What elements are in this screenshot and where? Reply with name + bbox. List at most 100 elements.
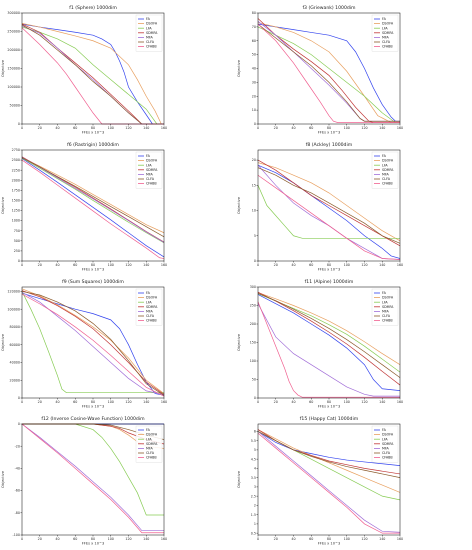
y-tick-label: -40 [15,467,20,471]
x-tick-label: 80 [327,400,331,404]
legend-label: MFA [146,310,153,314]
y-tick-label: 20 [252,94,256,98]
legend-label: LFA [146,26,152,30]
legend-label: SDMFA [146,442,158,446]
x-tick-label: 80 [91,263,95,267]
x-tick-label: 0 [21,126,23,130]
x-tick-label: 0 [21,537,23,541]
x-tick-label: 100 [108,537,114,541]
series-line-dsofa [257,22,400,123]
chart-title: f12 (Inverse Cosine-Wave Function) 1000d… [41,416,145,422]
x-tick-label: 120 [361,400,367,404]
y-tick-label: 1 [254,522,256,526]
x-tick-label: 100 [108,263,114,267]
legend-label: SDMFA [382,168,394,172]
legend-label: FA [382,154,387,158]
series-line-fa [257,431,401,466]
chart-panel-8: f15 (Happy Cat) 1000dim 0 20 40 60 80 100 120 14… [236,411,472,548]
chart-title: f3 (Griewank) 1000dim [302,5,356,11]
series-line-clfa [21,157,165,238]
x-tick-label: 40 [291,126,295,130]
y-tick-label: -100 [13,533,20,537]
legend-label: CFABB [382,319,393,323]
x-tick-label: 40 [55,537,59,541]
x-tick-label: 40 [55,126,59,130]
legend-label: LFA [382,26,388,30]
x-tick-label: 100 [344,537,350,541]
legend-label: CLFA [146,40,155,44]
x-tick-label: 0 [257,400,259,404]
x-tick-label: 120 [361,263,367,267]
legend-label: FA [146,154,151,158]
x-axis-label: FFEs x 10^3 [82,542,105,546]
y-tick-label: 80 [252,11,256,15]
legend-label: FA [382,428,387,432]
x-axis-label: FFEs x 10^3 [82,405,105,409]
legend-label: FA [382,291,387,295]
legend-label: CLFA [382,40,391,44]
x-tick-label: 60 [309,400,313,404]
legend-label: CLFA [382,314,391,318]
x-axis-label: FFEs x 10^3 [82,268,105,272]
series-line-fa [257,23,400,122]
legend-label: SDMFA [146,168,158,172]
series-line-sdmfa [257,18,400,123]
y-tick-label: 15 [252,183,256,187]
series-line-lfa [21,26,164,125]
x-tick-label: 160 [397,400,403,404]
y-tick-label: -60 [15,489,20,493]
y-axis-label: Objective [1,196,5,214]
series-line-sdmfa [21,290,165,395]
chart-title: f8 (Ackley) 1000dim [306,142,353,148]
y-tick-label: 200000 [7,48,20,52]
chart-title: f11 (Alpine) 1000dim [305,279,354,285]
legend-label: CLFA [146,451,155,455]
x-tick-label: 160 [161,263,167,267]
y-tick-label: 5.5 [251,439,256,443]
legend-label: DSOFA [146,296,158,300]
y-tick-label: 1.5 [251,513,256,517]
y-tick-label: 100 [250,359,256,363]
y-tick-label: 6 [254,430,256,434]
legend-label: CFABB [146,182,157,186]
legend-label: CFABB [382,182,393,186]
legend-label: DSOFA [146,433,158,437]
x-tick-label: 0 [257,263,259,267]
chart-panel-4: f8 (Ackley) 1000dim 0 20 40 60 80 100 120 140 160… [236,137,472,274]
x-tick-label: 20 [38,263,42,267]
x-tick-label: 40 [55,400,59,404]
series-line-mfa [257,303,400,397]
chart-panel-1: f1 (Sphere) 1000dim 0 20 40 60 80 100 120 140 160… [0,0,236,137]
legend-label: CLFA [382,177,391,181]
x-tick-label: 120 [125,537,131,541]
x-tick-label: 160 [397,263,403,267]
chart-panel-3: f6 (Rastrigin) 1000dim 0 20 40 60 80 100 120 140… [0,137,236,274]
x-axis-label: FFEs x 10^3 [318,268,341,272]
x-tick-label: 40 [55,263,59,267]
x-tick-label: 160 [161,537,167,541]
y-tick-label: 20000 [10,378,21,382]
y-tick-label: 10 [252,108,256,112]
x-tick-label: 120 [125,126,131,130]
x-tick-label: 140 [379,126,385,130]
y-axis-label: Objective [1,59,5,77]
y-tick-label: 100000 [7,85,20,89]
series-line-sdmfa [21,23,164,125]
y-axis-label: Objective [237,333,241,351]
x-tick-label: 20 [274,537,278,541]
y-tick-label: 80000 [10,325,21,329]
x-tick-label: 140 [379,263,385,267]
y-tick-label: 50 [252,378,256,382]
y-tick-label: 3.5 [251,476,256,480]
y-tick-label: 1750 [12,188,20,192]
x-tick-label: 140 [143,537,149,541]
series-line-sdmfa [257,291,401,386]
series-line-lfa [21,291,164,394]
series-line-cfabb [257,174,401,260]
chart-svg: f12 (Inverse Cosine-Wave Function) 1000d… [1,416,167,546]
